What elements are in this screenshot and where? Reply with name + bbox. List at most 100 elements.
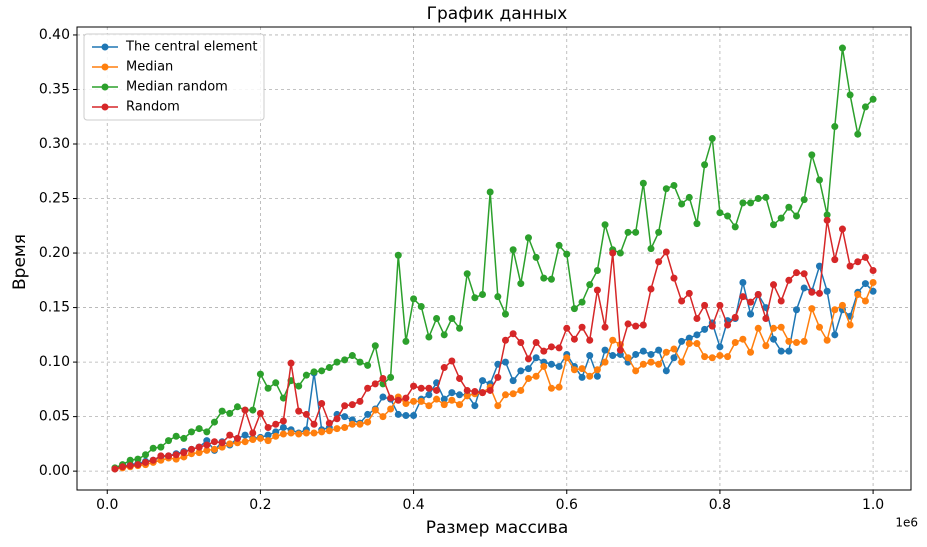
point [647,358,655,366]
point [509,377,517,385]
point [693,314,701,322]
point [586,372,594,380]
point [126,462,134,470]
point [134,461,142,469]
point [356,397,364,405]
point [433,314,441,322]
point [563,354,571,362]
point [264,431,272,439]
point [800,337,808,345]
y-tick-label: 0.40 [39,27,70,43]
point [348,352,356,360]
point [119,463,127,471]
point [310,420,318,428]
point [861,280,869,288]
point [509,330,517,338]
x-tick-label: 0.6 [556,497,578,513]
point [547,275,555,283]
point [601,221,609,229]
point [639,347,647,355]
y-tick-label: 0.10 [39,354,70,370]
point [547,360,555,368]
point [233,434,241,442]
point [823,211,831,219]
point [831,306,839,314]
point [264,424,272,432]
point [555,344,563,352]
point [203,441,211,449]
point [716,352,724,360]
point [739,293,747,301]
point [563,250,571,258]
plot-frame [76,26,912,491]
point [578,298,586,306]
series-line [114,47,874,469]
point [463,386,471,394]
point [410,397,418,405]
legend-box [83,33,265,121]
point [463,392,471,400]
point [341,402,349,410]
point [218,439,226,447]
point [678,358,686,366]
point [708,135,716,143]
point [410,382,418,390]
point [747,348,755,356]
point [532,338,540,346]
point [785,276,793,284]
point [448,396,456,404]
point [501,310,509,318]
point [187,445,195,453]
point [647,245,655,253]
point [501,336,509,344]
point [647,350,655,358]
point [593,372,601,380]
point [823,216,831,224]
point [348,420,356,428]
point [402,337,410,345]
point [524,365,532,373]
point [471,294,479,302]
point [356,420,364,428]
point [540,362,548,370]
point [142,458,150,466]
point [762,314,770,322]
point [157,443,165,451]
point [670,354,678,362]
point [310,368,318,376]
point [394,410,402,418]
point [440,395,448,403]
point [456,374,464,382]
point [616,346,624,354]
point [547,384,555,392]
point [195,449,203,457]
point [203,446,211,454]
point [693,220,701,228]
point [731,338,739,346]
point [532,354,540,362]
point [632,350,640,358]
point [831,256,839,264]
point [387,373,395,381]
point [233,403,241,411]
point [172,432,180,440]
point [555,241,563,249]
point [685,289,693,297]
point [210,438,218,446]
point [341,424,349,432]
point [371,342,379,350]
series-line [114,263,874,470]
point [302,429,310,437]
point [509,246,517,254]
point [425,402,433,410]
point [609,352,617,360]
point [547,343,555,351]
point [249,436,257,444]
point [731,313,739,321]
legend-marker [101,43,109,51]
point [739,335,747,343]
point [754,195,762,203]
point [762,193,770,201]
point [762,342,770,350]
x-tick-label: 0.0 [96,497,118,513]
